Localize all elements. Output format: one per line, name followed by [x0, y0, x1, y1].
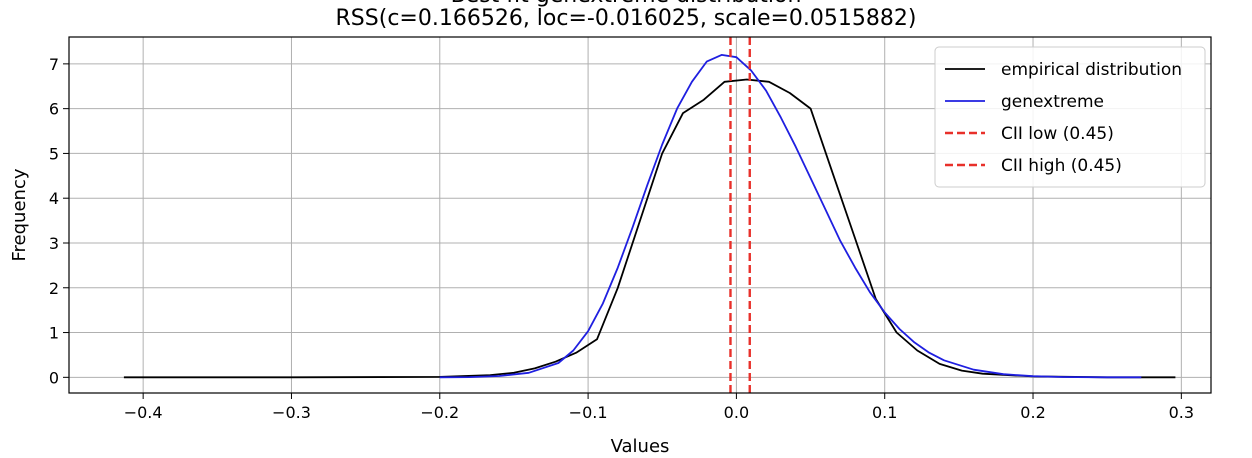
x-tick-label: 0.3 — [1169, 403, 1194, 422]
x-tick-label: −0.4 — [124, 403, 163, 422]
legend-label: CII high (0.45) — [1001, 156, 1122, 176]
empirical-distribution-line — [123, 78, 1176, 379]
chart-title: RSS(c=0.166526, loc=-0.016025, scale=0.0… — [335, 6, 917, 31]
x-tick-label: −0.3 — [272, 403, 311, 422]
y-tick-label: 6 — [49, 100, 59, 119]
y-axis-label: Frequency — [9, 168, 30, 261]
x-axis-label: Values — [611, 436, 670, 457]
chart-title-line1: Best fit genextreme distribution — [0, 0, 1252, 8]
x-tick-label: 0.0 — [724, 403, 749, 422]
plot-frame — [68, 36, 1212, 394]
y-tick-label: 7 — [49, 55, 59, 74]
legend-label: empirical distribution — [1001, 60, 1182, 80]
y-axis-ticks: 0 1 2 3 4 5 6 7 — [49, 55, 69, 387]
legend-label: genextreme — [1001, 92, 1104, 112]
genextreme-line — [439, 54, 1142, 379]
y-tick-label: 5 — [49, 144, 59, 163]
legend-box — [934, 46, 1206, 188]
x-tick-label: 0.1 — [872, 403, 897, 422]
y-tick-label: 2 — [49, 279, 59, 298]
legend-label: CII low (0.45) — [1001, 124, 1114, 144]
y-tick-label: 1 — [49, 324, 59, 343]
x-tick-label: 0.2 — [1020, 403, 1045, 422]
y-tick-label: 3 — [49, 234, 59, 253]
y-tick-label: 0 — [49, 368, 59, 387]
y-tick-label: 4 — [49, 189, 59, 208]
x-tick-label: −0.2 — [420, 403, 459, 422]
x-tick-label: −0.1 — [569, 403, 608, 422]
legend: empirical distribution genextreme CII low … — [934, 46, 1206, 188]
plot-area — [123, 37, 1176, 393]
x-axis-ticks: −0.4 −0.3 −0.2 −0.1 0.0 0.1 0.2 0.3 — [124, 393, 1194, 422]
